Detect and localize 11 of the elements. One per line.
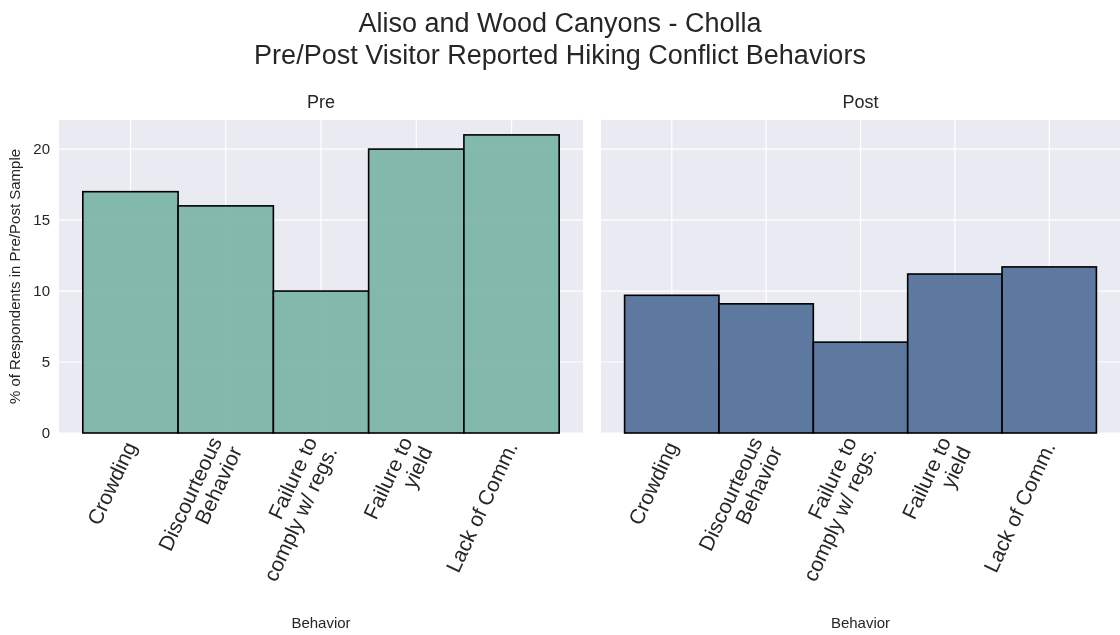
x-axis-title: Behavior	[830, 614, 891, 631]
y-tick-label: 0	[41, 424, 50, 442]
y-tick-label: 15	[33, 211, 50, 229]
chart-subtitle: Post	[842, 92, 879, 112]
chart-subtitle: Pre	[306, 92, 336, 112]
x-axis-title: Behavior	[291, 614, 351, 631]
y-tick-label: 5	[41, 353, 50, 371]
y-axis-title: % of Respondents in Pre/Post Sample	[6, 148, 23, 405]
chart-title: Aliso and Wood Canyons - Cholla Pre/Post Visitor Reported Hiking Conflict Behaviors	[254, 8, 866, 70]
y-tick-label: 10	[33, 282, 50, 300]
y-tick-label: 20	[33, 140, 50, 158]
